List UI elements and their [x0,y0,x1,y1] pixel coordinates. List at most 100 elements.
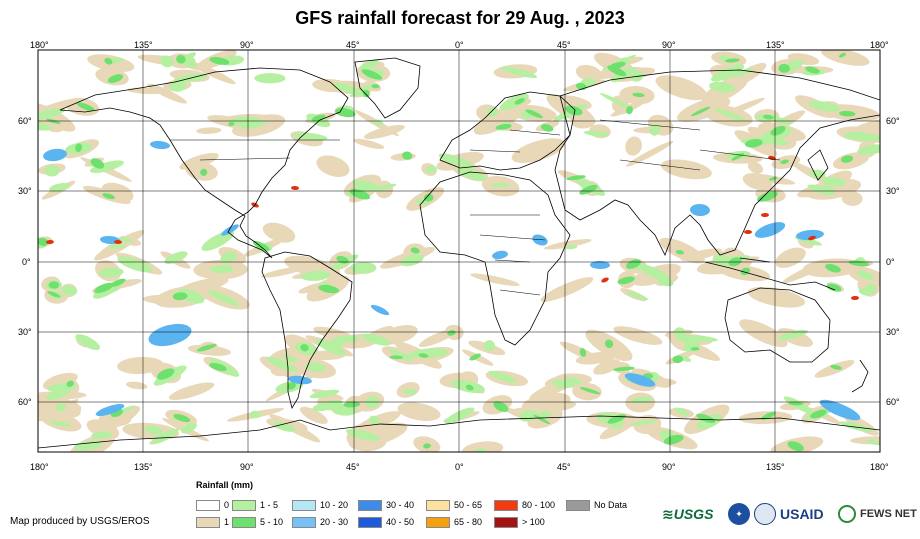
new-zealand-outline [851,359,869,393]
rain-medium-patch [690,347,700,351]
rain-medium-patch [361,69,383,80]
rain-light-patch [90,160,124,173]
rain-medium-patch [38,237,49,246]
rain-light-patch [843,131,880,142]
rain-light-patch [145,425,163,435]
rain-light-patch [402,388,418,395]
rain-light-patch [599,92,632,110]
rainfall-heavy-areas [43,140,861,421]
lat-label-left: 60° [18,397,32,407]
legend-label-3: 5 - 10 [260,517,284,527]
rain-light-patch [824,185,836,193]
lon-label-bottom: 90° [240,462,254,472]
lat-label-left: 30° [18,327,32,337]
rain-heavy-patch [590,260,610,270]
africa-outline [419,171,571,346]
rain-medium-patch [788,401,804,406]
usgs-logo: ≋USGS [662,506,714,522]
rain-medium-patch [200,168,208,176]
rain-light-patch [151,428,179,445]
rain-light-patch [630,396,653,403]
rain-light-patch [55,403,67,412]
legend-label-4: 10 - 20 [320,500,349,510]
rain-trace-patch [571,115,596,129]
lon-label-top: 180° [870,40,889,50]
graticule [38,50,880,452]
rain-trace-patch [593,359,621,375]
rainfall-extreme-spots [46,155,859,301]
rain-light-patch [345,429,380,441]
map-title: GFS rainfall forecast for 29 Aug. , 2023 [295,8,625,28]
lon-label-top: 180° [30,40,49,50]
rain-light-patch [675,333,694,343]
rain-heavy-patch [95,404,125,416]
rain-extreme-spot [744,230,752,234]
rain-trace-patch [470,273,520,286]
rain-trace-patch [147,83,188,104]
lon-label-top: 90° [240,40,254,50]
fews-net-globe-icon [838,505,856,523]
rain-trace-patch [397,402,441,421]
rain-light-patch [389,348,413,362]
rain-medium-patch [566,175,586,181]
rain-trace-patch [379,325,418,345]
rain-trace-patch [117,356,164,374]
rain-medium-patch [300,344,309,352]
rain-light-patch [710,64,745,82]
rain-light-patch [821,177,846,187]
rain-extreme-spot [851,295,859,301]
rain-light-patch [400,254,424,267]
rain-light-patch [359,59,380,71]
lon-label-bottom: 45° [557,462,571,472]
rain-light-patch [610,423,623,429]
rain-medium-patch [613,366,635,372]
rain-extreme-spot [601,277,609,283]
rain-medium-patch [495,123,512,130]
rain-medium-patch [469,353,481,361]
credit-text: Map produced by USGS/EROS [10,516,150,527]
rain-heavy-patch [819,399,861,421]
lon-label-bottom: 45° [346,462,360,472]
rain-medium-patch [625,259,641,269]
rain-trace-patch [299,406,328,424]
antarctica-outline [38,415,880,449]
europe-outline [439,91,576,171]
rain-heavy-patch [796,229,824,241]
rain-trace-patch [540,277,594,302]
rain-medium-patch [465,384,474,391]
rain-light-patch [565,244,578,250]
rain-medium-patch [102,193,115,200]
legend-title: Rainfall (mm) [196,480,254,490]
lon-label-top: 45° [557,40,571,50]
rain-light-patch [712,253,728,266]
rain-light-patch [649,124,661,136]
rain-medium-patch [826,283,842,292]
rain-medium-patch [540,124,554,132]
rain-medium-patch [493,401,509,413]
usgs-wave-icon: ≋ [662,506,674,522]
rain-medium-patch [514,98,525,105]
rain-trace-patch [747,286,805,308]
legend-label-1: 1 [224,517,230,527]
lon-label-bottom: 135° [134,462,153,472]
rain-medium-patch [830,364,842,370]
rain-trace-patch [49,408,82,424]
rain-medium-patch [761,411,776,420]
rain-light-patch [49,420,72,427]
rain-medium-patch [825,263,841,273]
rain-light-patch [301,270,331,281]
rain-medium-patch [371,84,380,89]
rain-light-patch [73,440,102,451]
rain-light-patch [61,285,78,296]
lat-label-right: 0° [886,257,895,267]
rain-medium-patch [173,414,191,423]
rain-medium-patch [107,74,124,83]
usaid-logo: USAID [780,506,824,522]
lon-label-bottom: 90° [662,462,676,472]
rain-medium-patch [75,143,83,152]
rain-extreme-spot [291,185,299,191]
rain-medium-patch [363,89,370,98]
rain-trace-patch [511,138,566,163]
rain-trace-patch [168,382,215,401]
